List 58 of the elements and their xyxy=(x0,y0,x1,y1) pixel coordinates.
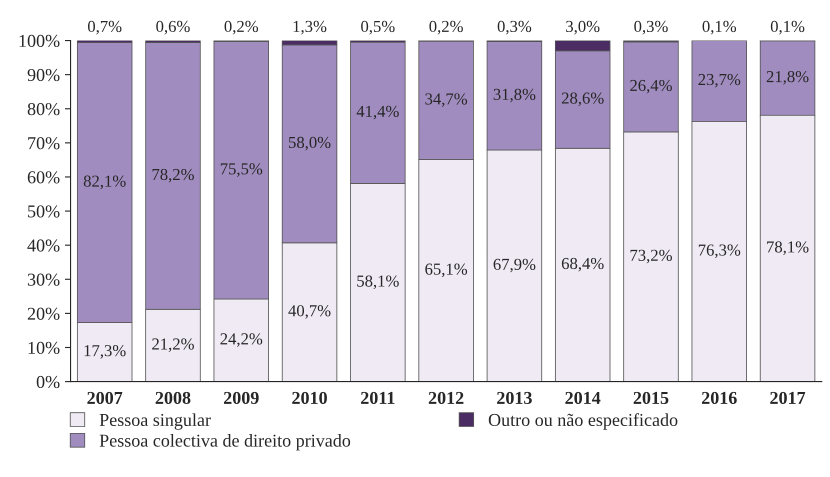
x-tick-label: 2013 xyxy=(497,392,532,404)
data-label: 1,3% xyxy=(294,20,326,34)
y-tick-label: 60% xyxy=(28,171,60,184)
x-tick-label: 2016 xyxy=(702,392,737,404)
y-tick-label: 10% xyxy=(28,342,60,354)
data-label: 26,4% xyxy=(630,80,672,94)
data-label: 0,1% xyxy=(770,20,804,34)
data-label: 82,1% xyxy=(84,176,126,190)
legend-label: Pessoa colectiva de direito privado xyxy=(100,434,350,450)
y-tick-label: 70% xyxy=(28,137,60,150)
x-tick-label: 2009 xyxy=(224,392,259,404)
data-label: 41,4% xyxy=(356,106,399,120)
y-tick-label: 40% xyxy=(27,239,60,252)
data-label: 0,5% xyxy=(361,20,395,34)
data-label: 28,6% xyxy=(562,92,604,106)
data-label: 24,2% xyxy=(220,333,262,347)
data-label: 58,0% xyxy=(288,136,331,150)
data-label: 68,4% xyxy=(562,258,604,272)
data-label: 21,8% xyxy=(766,70,809,85)
x-tick-label: 2012 xyxy=(428,392,464,404)
data-label: 0,1% xyxy=(702,20,736,34)
y-tick-label: 30% xyxy=(28,274,60,286)
y-tick-label: 80% xyxy=(28,103,60,116)
x-tick-label: 2011 xyxy=(361,392,394,404)
y-tick-label: 100% xyxy=(20,34,60,48)
x-tick-label: 2015 xyxy=(634,392,668,404)
y-tick-label: 0% xyxy=(36,376,60,388)
data-label: 40,7% xyxy=(288,305,331,319)
data-label: 31,8% xyxy=(494,88,536,102)
data-label: 78,1% xyxy=(767,241,809,255)
data-label: 58,1% xyxy=(357,275,399,290)
data-label: 0,3% xyxy=(498,20,532,34)
data-label: 0,2% xyxy=(429,20,463,34)
data-label: 0,6% xyxy=(156,20,190,34)
x-tick-label: 2007 xyxy=(87,392,122,404)
y-tick-label: 90% xyxy=(28,68,60,82)
data-label: 17,3% xyxy=(84,345,126,359)
data-label: 76,3% xyxy=(698,244,740,258)
data-label: 73,2% xyxy=(630,250,672,264)
y-tick-label: 20% xyxy=(28,308,60,320)
legend-label: Pessoa singular xyxy=(100,413,211,430)
x-tick-label: 2010 xyxy=(292,392,327,404)
data-label: 0,7% xyxy=(88,20,122,34)
data-label: 21,2% xyxy=(152,338,194,352)
data-label: 65,1% xyxy=(425,264,468,278)
data-label: 0,2% xyxy=(224,20,258,34)
data-label: 34,7% xyxy=(425,93,468,107)
x-tick-label: 2008 xyxy=(156,392,190,404)
data-label: 75,5% xyxy=(220,163,262,177)
x-tick-label: 2017 xyxy=(770,392,806,404)
x-tick-label: 2014 xyxy=(565,392,600,404)
y-tick-label: 50% xyxy=(28,205,60,218)
data-label: 3,0% xyxy=(566,20,600,34)
data-label: 67,9% xyxy=(494,258,536,272)
data-label: 0,3% xyxy=(634,20,668,34)
data-label: 23,7% xyxy=(698,74,740,88)
data-label: 78,2% xyxy=(152,168,194,183)
legend-label: Outro ou não especificado xyxy=(488,413,678,430)
